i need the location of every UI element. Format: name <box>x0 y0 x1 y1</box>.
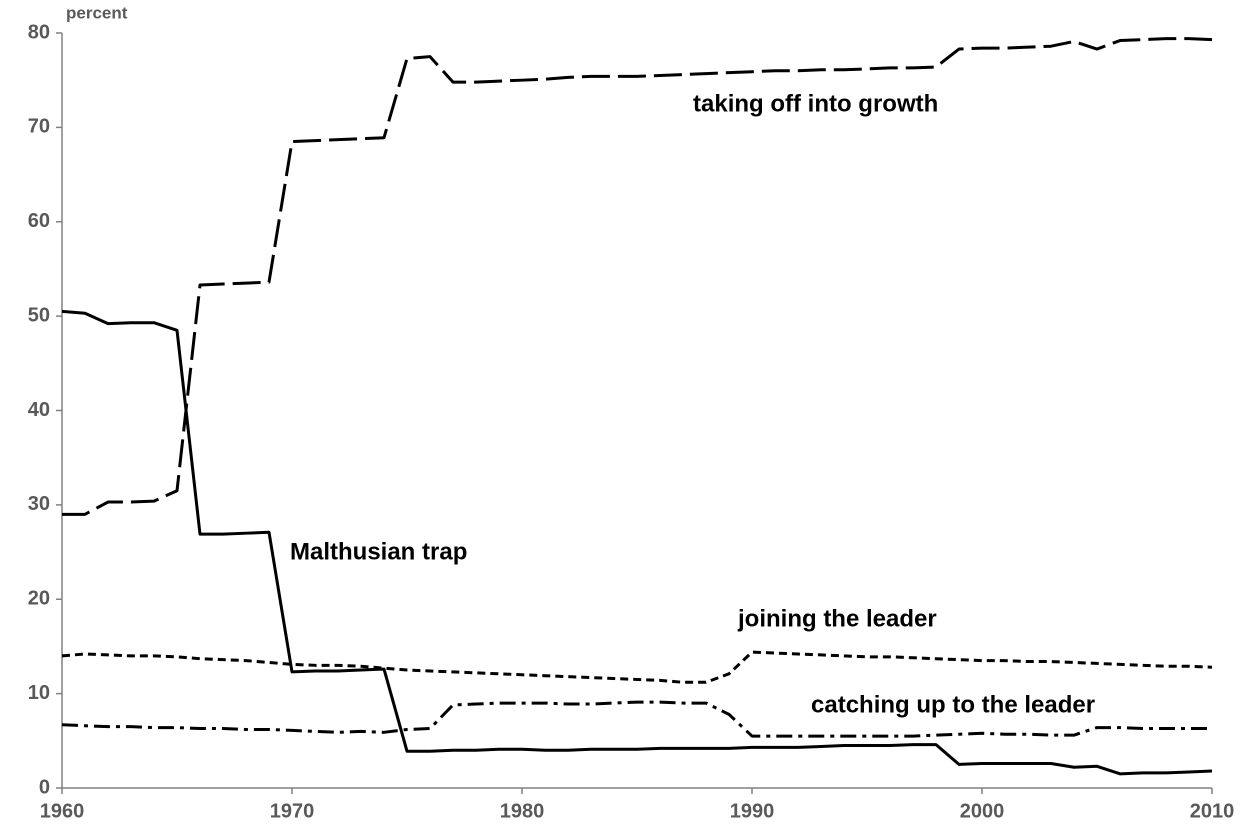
y-tick-label: 70 <box>28 116 50 138</box>
y-tick-label: 50 <box>28 304 50 326</box>
x-tick-label: 2000 <box>960 800 1005 822</box>
y-tick-label: 60 <box>28 210 50 232</box>
y-tick-label: 80 <box>28 21 50 43</box>
y-tick-label: 0 <box>39 776 50 798</box>
x-tick-label: 2010 <box>1190 800 1235 822</box>
series-label: catching up to the leader <box>811 691 1095 718</box>
series-label: Malthusian trap <box>290 538 467 565</box>
x-tick-label: 1990 <box>730 800 775 822</box>
series-line <box>61 700 1212 738</box>
y-axis-label: percent <box>66 3 128 22</box>
series-label: taking off into growth <box>693 90 938 117</box>
series-label: joining the leader <box>737 605 937 632</box>
x-tick-label: 1960 <box>40 800 85 822</box>
y-tick-label: 20 <box>28 588 50 610</box>
series-line <box>62 37 1213 516</box>
y-tick-label: 30 <box>28 493 50 515</box>
x-tick-label: 1980 <box>500 800 545 822</box>
series-line <box>61 309 1213 776</box>
x-tick-label: 1970 <box>270 800 315 822</box>
y-tick-label: 40 <box>28 399 50 421</box>
series-line <box>61 650 1213 684</box>
y-tick-label: 10 <box>28 682 50 704</box>
